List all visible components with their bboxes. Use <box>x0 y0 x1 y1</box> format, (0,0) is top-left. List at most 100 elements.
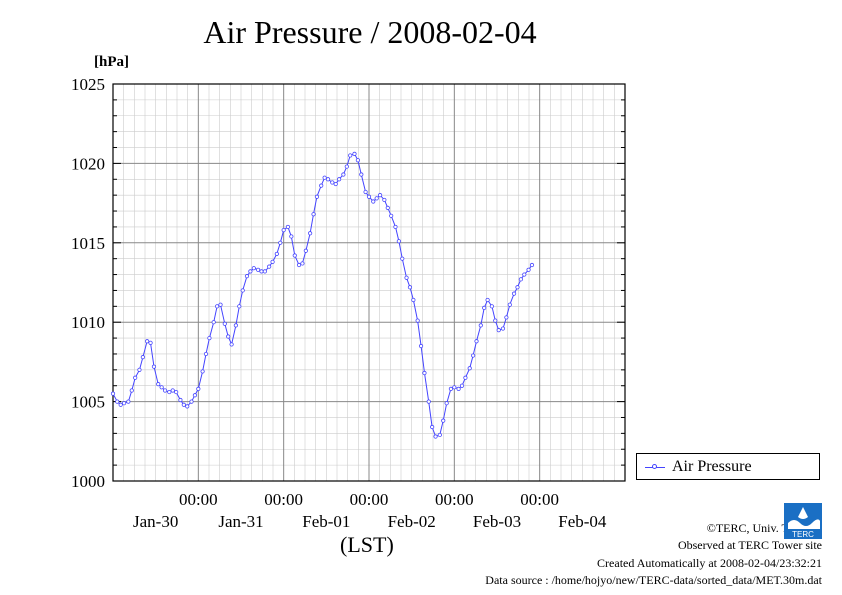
data-point <box>330 180 335 185</box>
x-tick-date-label: Feb-02 <box>388 512 436 531</box>
data-point <box>437 432 442 438</box>
data-point <box>289 234 294 239</box>
data-point <box>344 164 349 169</box>
data-point <box>203 351 209 357</box>
footer-observed: Observed at TERC Tower site <box>677 538 822 552</box>
data-point <box>407 285 413 290</box>
data-point <box>274 251 279 257</box>
data-point <box>308 231 313 236</box>
data-point <box>496 328 501 333</box>
data-point <box>167 389 172 395</box>
data-point <box>314 194 320 199</box>
data-point <box>300 261 305 266</box>
data-point <box>363 189 368 195</box>
data-point <box>467 366 472 371</box>
data-point <box>511 291 517 296</box>
data-point <box>259 269 264 274</box>
data-point <box>110 391 116 396</box>
data-point <box>140 355 145 360</box>
data-point <box>218 302 223 307</box>
data-point <box>148 340 153 345</box>
x-tick-date-label: Feb-01 <box>302 512 350 531</box>
data-point <box>325 177 331 182</box>
y-axis-unit-label: [hPa] <box>94 54 129 70</box>
data-point <box>322 175 327 180</box>
data-point <box>278 240 283 245</box>
data-point <box>471 353 476 358</box>
x-tick-date-label: Feb-03 <box>473 512 521 531</box>
data-point <box>337 177 342 182</box>
data-point <box>200 369 205 374</box>
y-tick-label: 1010 <box>71 313 105 332</box>
data-point <box>411 297 416 303</box>
data-point <box>237 304 242 309</box>
data-point <box>170 388 175 393</box>
data-point <box>285 224 291 230</box>
data-point <box>196 386 201 391</box>
data-point <box>459 383 465 388</box>
data-point <box>352 151 357 156</box>
data-point <box>115 399 120 404</box>
data-point <box>493 318 498 323</box>
data-point <box>504 315 509 320</box>
data-point <box>181 402 186 407</box>
data-point <box>341 172 346 177</box>
x-tick-date-label: Jan-31 <box>218 512 263 531</box>
data-point <box>415 318 420 323</box>
data-point <box>211 320 216 325</box>
data-point <box>441 418 446 423</box>
data-point <box>444 401 449 406</box>
y-tick-label: 1000 <box>71 472 105 491</box>
data-point <box>185 404 190 409</box>
data-point <box>145 339 150 344</box>
y-tick-label: 1005 <box>71 393 105 412</box>
data-point <box>366 194 372 199</box>
x-tick-time-label: 00:00 <box>520 490 559 509</box>
y-tick-label: 1015 <box>71 234 105 253</box>
data-point <box>478 323 483 328</box>
data-point <box>292 253 297 258</box>
data-point <box>348 153 353 158</box>
data-point <box>377 193 383 198</box>
data-point <box>518 277 523 282</box>
data-point <box>233 323 238 328</box>
data-point <box>448 386 454 391</box>
data-point <box>426 399 431 404</box>
data-point <box>262 269 267 274</box>
x-tick-date-label: Feb-04 <box>558 512 607 531</box>
data-point <box>452 385 457 390</box>
data-point <box>207 335 212 341</box>
data-point <box>133 375 138 380</box>
data-point <box>229 342 234 347</box>
data-point <box>267 264 272 269</box>
x-axis-label: (LST) <box>340 532 394 557</box>
data-point <box>118 402 123 407</box>
x-tick-date-label: Jan-30 <box>133 512 178 531</box>
data-point <box>255 267 261 272</box>
data-point <box>393 224 398 230</box>
data-point <box>303 248 308 253</box>
data-point <box>404 275 409 280</box>
data-point <box>240 288 245 293</box>
data-point <box>400 256 405 261</box>
data-point <box>126 399 131 404</box>
data-point <box>151 364 157 369</box>
data-point <box>382 197 387 203</box>
data-point <box>189 399 194 404</box>
data-point <box>355 158 361 163</box>
logo-text: TERC <box>792 530 814 539</box>
legend: Air Pressure <box>636 453 820 480</box>
footer-data-source: Data source : /home/hojyo/new/TERC-data/… <box>485 573 822 587</box>
data-point <box>248 269 253 274</box>
data-point <box>463 375 468 380</box>
data-point <box>159 385 164 390</box>
chart-title: Air Pressure / 2008-02-04 <box>203 14 537 50</box>
y-tick-label: 1020 <box>71 154 105 173</box>
data-point <box>192 393 198 398</box>
data-point <box>433 434 438 439</box>
data-point <box>162 388 168 393</box>
data-point <box>226 334 231 339</box>
data-point <box>244 274 250 279</box>
data-point <box>485 297 490 303</box>
